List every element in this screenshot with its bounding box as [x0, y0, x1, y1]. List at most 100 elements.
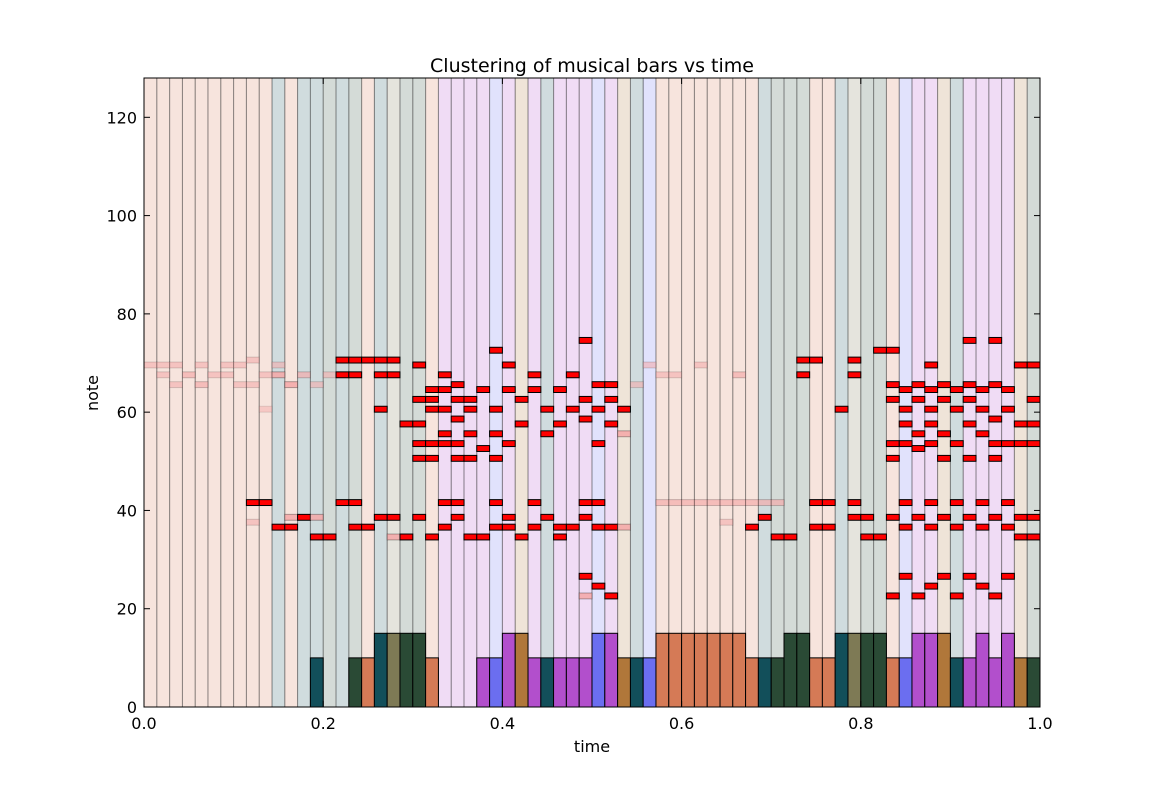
note-block — [885, 381, 900, 389]
cluster-bar — [604, 632, 619, 708]
plot-area-frame — [143, 77, 1041, 708]
note-block — [885, 346, 900, 354]
cluster-bar — [655, 632, 670, 708]
note-block — [463, 430, 478, 438]
cluster-bar — [796, 632, 811, 708]
cluster-bar — [847, 632, 862, 708]
x-tick-label: 0.2 — [310, 714, 335, 733]
note-block — [1026, 440, 1041, 448]
cluster-bar — [309, 657, 324, 708]
cluster-band — [591, 77, 606, 708]
note-block — [489, 405, 503, 413]
cluster-bar — [501, 632, 516, 708]
x-tick-label: 1.0 — [1027, 714, 1052, 733]
note-block — [924, 523, 939, 531]
note-block — [501, 523, 516, 531]
note-block — [873, 346, 887, 354]
cluster-band — [655, 77, 670, 708]
note-block — [271, 371, 286, 379]
note-block — [501, 440, 516, 448]
note-block — [335, 499, 350, 507]
note-block — [489, 346, 503, 354]
note-block — [437, 523, 452, 531]
cluster-bar — [348, 657, 363, 708]
cluster-band — [745, 77, 759, 708]
cluster-bar — [783, 632, 798, 708]
note-block — [258, 499, 273, 507]
chart-title: Clustering of musical bars vs time — [430, 55, 754, 77]
note-block — [1001, 572, 1015, 580]
note-block — [911, 381, 926, 389]
cluster-bar — [757, 657, 772, 708]
cluster-band — [335, 77, 350, 708]
note-block — [668, 371, 683, 379]
cluster-band — [489, 77, 503, 708]
note-block — [975, 499, 990, 507]
note-block — [873, 533, 887, 541]
note-block — [655, 499, 670, 507]
note-blocks — [143, 336, 1041, 600]
x-axis-label: time — [574, 737, 610, 756]
cluster-band — [642, 77, 657, 708]
cluster-band — [783, 77, 798, 708]
note-block — [258, 371, 273, 379]
note-block — [297, 513, 311, 521]
note-block — [169, 381, 183, 389]
note-block — [1001, 440, 1015, 448]
note-block — [962, 420, 977, 428]
cluster-band — [322, 77, 337, 708]
note-block — [809, 499, 823, 507]
cluster-bar — [642, 657, 657, 708]
note-block — [309, 381, 324, 389]
note-block — [591, 440, 606, 448]
note-block — [745, 499, 759, 507]
note-block — [412, 395, 427, 403]
cluster-bar — [476, 657, 491, 708]
cluster-band — [348, 77, 363, 708]
note-block — [732, 499, 747, 507]
note-block — [706, 499, 721, 507]
note-block — [1026, 513, 1041, 521]
note-block — [668, 499, 683, 507]
cluster-band — [847, 77, 862, 708]
note-block — [489, 499, 503, 507]
cluster-band — [770, 77, 785, 708]
note-block — [553, 523, 567, 531]
cluster-band — [693, 77, 708, 708]
note-block — [847, 499, 862, 507]
note-block — [386, 356, 401, 364]
note-block — [271, 361, 286, 369]
note-block — [425, 386, 439, 393]
note-block — [949, 523, 964, 531]
note-block — [527, 499, 542, 507]
note-block — [207, 371, 222, 379]
note-block — [988, 592, 1003, 600]
note-block — [245, 381, 260, 389]
cluster-band — [284, 77, 299, 708]
x-tick-label: 0.0 — [131, 714, 156, 733]
note-block — [617, 405, 631, 413]
note-block — [809, 523, 823, 531]
cluster-bar — [540, 657, 555, 708]
cluster-bar — [873, 632, 887, 708]
note-block — [847, 513, 862, 521]
cluster-band — [860, 77, 875, 708]
cluster-band — [540, 77, 555, 708]
cluster-bar — [425, 657, 439, 708]
y-tick-label: 20 — [117, 600, 137, 619]
note-block — [399, 420, 414, 428]
note-block — [386, 513, 401, 521]
note-block — [373, 405, 388, 413]
note-block — [412, 361, 427, 369]
note-block — [924, 361, 939, 369]
note-block — [194, 381, 209, 389]
x-tick-label: 0.6 — [669, 714, 694, 733]
note-block — [553, 386, 567, 393]
note-block — [412, 454, 427, 462]
y-tick-label: 0 — [127, 698, 137, 717]
note-block — [361, 523, 375, 531]
note-block — [233, 361, 247, 369]
note-block — [757, 499, 772, 507]
note-block — [770, 533, 785, 541]
note-block — [1001, 405, 1015, 413]
